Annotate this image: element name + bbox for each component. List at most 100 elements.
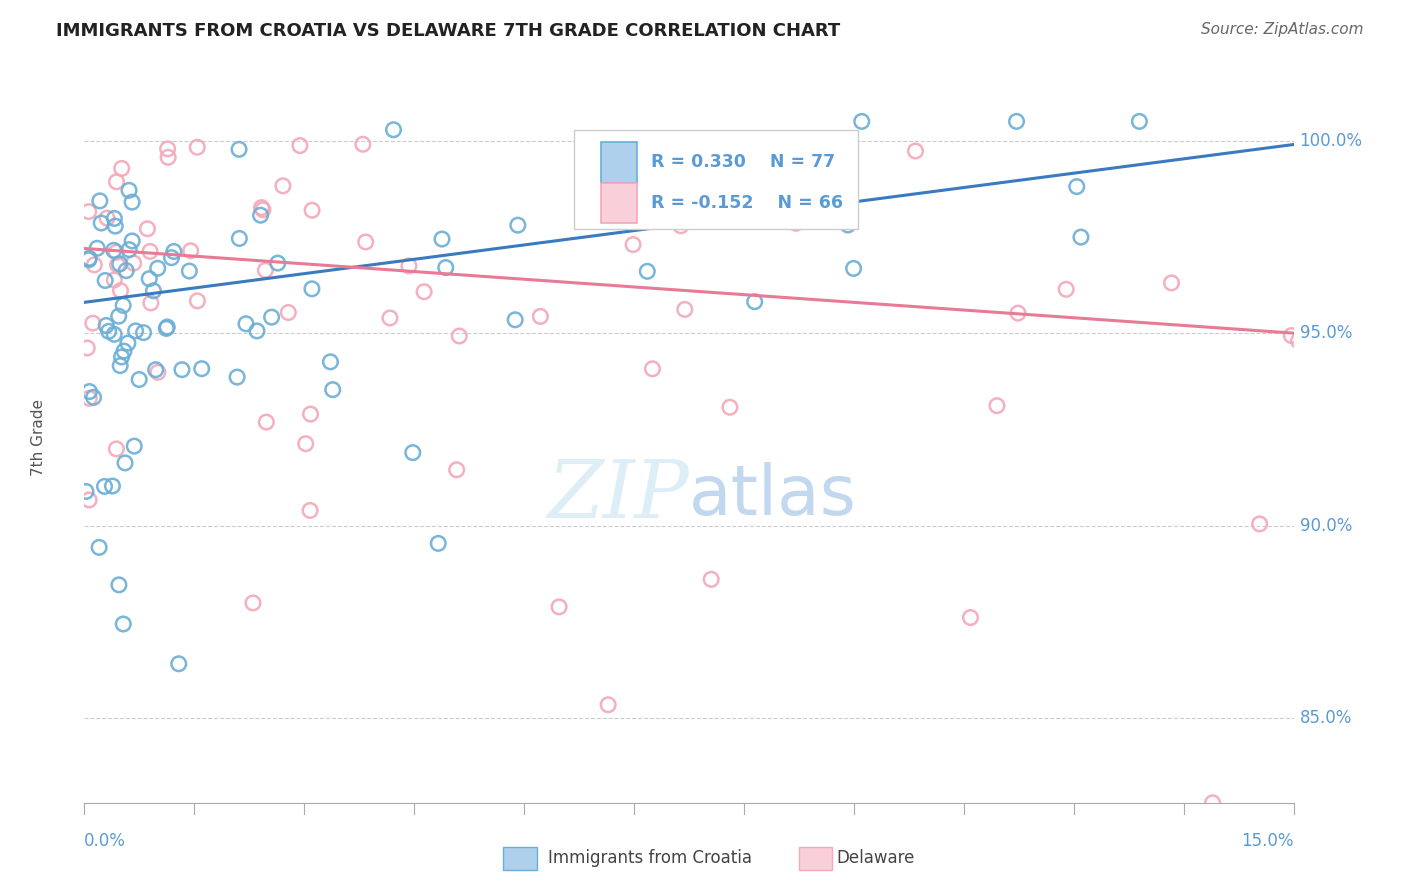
Point	[145, 362, 167, 376]
Text: 7th Grade: 7th Grade	[31, 399, 46, 475]
Point	[77, 493, 100, 508]
Point	[89, 194, 111, 208]
Point	[112, 617, 135, 632]
Point	[139, 244, 162, 259]
Text: Source: ZipAtlas.com: Source: ZipAtlas.com	[1201, 22, 1364, 37]
Point	[1066, 179, 1088, 194]
Point	[96, 211, 118, 226]
Point	[319, 355, 342, 369]
Text: Immigrants from Croatia: Immigrants from Croatia	[548, 849, 752, 867]
Point	[1007, 306, 1029, 320]
Point	[673, 302, 696, 317]
Point	[83, 258, 105, 272]
Point	[103, 244, 125, 258]
Point	[598, 698, 620, 712]
Text: 85.0%: 85.0%	[1299, 709, 1353, 727]
Point	[252, 202, 274, 217]
Point	[1201, 796, 1223, 810]
Point	[1054, 282, 1077, 296]
Point	[959, 610, 981, 624]
Point	[226, 370, 249, 384]
Point	[669, 219, 692, 233]
Point	[122, 256, 145, 270]
Point	[121, 234, 143, 248]
Point	[110, 284, 132, 298]
Point	[621, 237, 644, 252]
Point	[986, 399, 1008, 413]
Point	[104, 219, 127, 233]
Text: ZIP: ZIP	[547, 457, 689, 534]
FancyBboxPatch shape	[574, 130, 858, 228]
Point	[83, 390, 105, 404]
Point	[179, 264, 201, 278]
Point	[186, 293, 208, 308]
Point	[77, 252, 100, 267]
Point	[254, 415, 277, 429]
Point	[271, 178, 294, 193]
Point	[294, 436, 316, 450]
Point	[1128, 114, 1150, 128]
Point	[157, 150, 180, 164]
Point	[186, 140, 208, 154]
Text: 15.0%: 15.0%	[1241, 832, 1294, 850]
Point	[378, 310, 401, 325]
Point	[163, 244, 186, 259]
Point	[246, 324, 269, 338]
Point	[114, 456, 136, 470]
Point	[277, 305, 299, 319]
Point	[260, 310, 283, 325]
Point	[837, 218, 859, 232]
Point	[267, 256, 290, 270]
Point	[108, 578, 131, 592]
Point	[94, 273, 117, 287]
Point	[301, 203, 323, 218]
Point	[1288, 334, 1310, 348]
FancyBboxPatch shape	[600, 143, 637, 183]
Point	[103, 327, 125, 342]
Point	[671, 196, 693, 211]
Point	[610, 200, 633, 214]
Point	[111, 161, 134, 176]
Point	[180, 244, 202, 258]
Point	[76, 341, 98, 355]
Point	[700, 572, 723, 586]
Point	[382, 122, 405, 136]
Point	[128, 372, 150, 386]
Point	[139, 296, 162, 310]
Point	[640, 143, 662, 157]
Text: Delaware: Delaware	[837, 849, 915, 867]
Point	[86, 241, 108, 255]
Point	[322, 383, 344, 397]
Point	[299, 503, 322, 517]
Point	[108, 257, 131, 271]
Point	[398, 259, 420, 273]
Point	[250, 201, 273, 215]
Point	[352, 137, 374, 152]
Point	[242, 596, 264, 610]
Point	[299, 407, 322, 421]
Text: R = 0.330    N = 77: R = 0.330 N = 77	[651, 153, 835, 171]
Point	[132, 326, 155, 340]
Point	[1070, 230, 1092, 244]
Point	[170, 362, 193, 376]
Point	[107, 258, 129, 272]
Point	[118, 183, 141, 197]
Point	[79, 384, 101, 399]
Point	[636, 264, 658, 278]
Point	[1005, 114, 1028, 128]
Point	[430, 232, 453, 246]
Text: 100.0%: 100.0%	[1299, 132, 1362, 150]
Point	[449, 329, 471, 343]
Point	[121, 195, 143, 210]
Point	[97, 324, 120, 338]
Point	[146, 261, 169, 276]
Point	[506, 218, 529, 232]
Point	[288, 138, 311, 153]
Point	[77, 204, 100, 219]
Point	[301, 282, 323, 296]
Point	[103, 273, 125, 287]
Point	[851, 114, 873, 128]
Point	[77, 252, 100, 266]
Point	[785, 216, 807, 230]
Point	[136, 221, 159, 235]
